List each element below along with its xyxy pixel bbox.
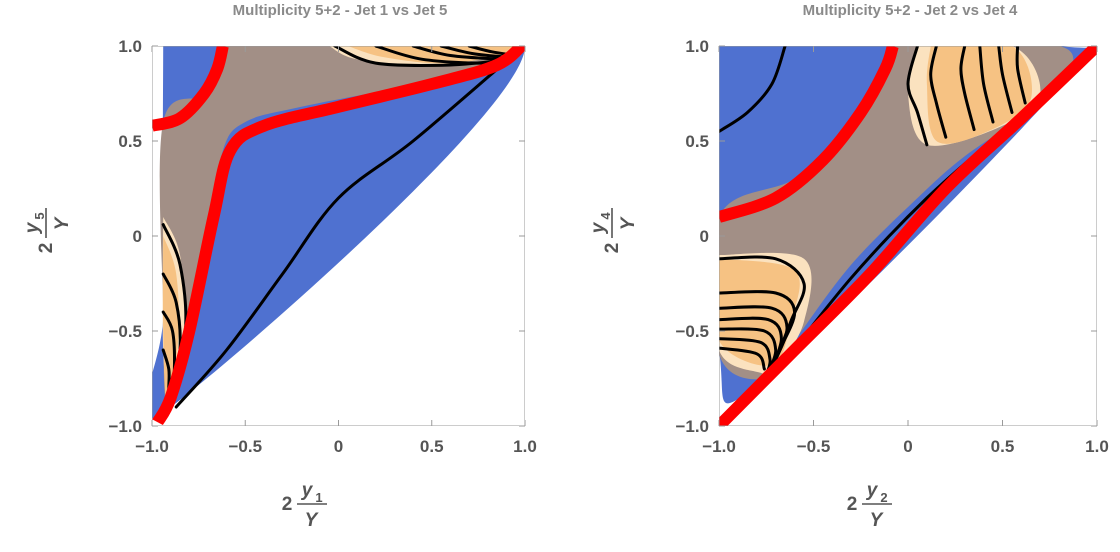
y-ticks: −1.0 −0.5 0 0.5 1.0 [675,37,1097,436]
x-tick-label: −0.5 [797,437,831,456]
y-axis-label-factor: 2 [36,243,57,254]
y-axis-label-numerator: y [588,221,609,234]
contour-line [978,46,995,124]
x-axis-label-factor: 2 [847,494,858,515]
contour-line [719,316,783,375]
x-axis-label-subscript: 2 [880,490,887,505]
y-tick-label: −0.5 [675,322,709,341]
y-tick-label: 1.0 [118,37,142,56]
panel-title: Multiplicity 5+2 - Jet 1 vs Jet 5 [233,2,448,19]
red-curves [719,46,1097,426]
x-tick-label: 1.0 [1085,437,1109,456]
x-axis-label-denominator: Y [870,510,885,531]
contour-line [719,46,787,133]
plot-area [719,46,1097,426]
red-curve [719,46,899,223]
y-axis-label-denominator: Y [52,215,73,230]
x-ticks: −1.0 −0.5 0 0.5 1.0 [135,46,537,456]
contour-line [411,46,505,61]
red-curve [719,46,1097,426]
contour-panel-jet1-vs-jet5: Multiplicity 5+2 - Jet 1 vs Jet 5 −1.0 −0… [22,2,537,531]
contour-line [929,46,948,139]
contour-line [997,46,1014,114]
y-axis-label-numerator: y [22,221,43,234]
contour-line [719,327,778,375]
x-ticks: −1.0 −0.5 0 0.5 1.0 [702,46,1109,456]
y-axis-label-subscript: 5 [32,212,47,219]
contour-line [174,59,508,409]
x-axis-label-numerator: y [866,480,879,501]
region-orange [926,46,1032,144]
x-tick-label: 0 [903,437,912,456]
x-tick-label: 0.5 [991,437,1015,456]
red-curve [152,46,525,426]
y-tick-label: −1.0 [108,417,142,436]
y-axis-label: 2 y 4 Y [588,208,639,253]
red-curves [152,46,525,426]
contour-panel-jet2-vs-jet4: Multiplicity 5+2 - Jet 2 vs Jet 4 −1.0 −0… [588,2,1109,531]
x-axis-label-subscript: 1 [315,490,322,505]
x-tick-label: −0.5 [228,437,262,456]
contour-line [1015,46,1027,105]
y-axis-label-denominator: Y [618,215,639,230]
regions [152,46,525,419]
x-axis-label-numerator: y [301,480,314,501]
y-tick-label: 1.0 [685,37,709,56]
red-curve [152,46,229,132]
x-axis-label-denominator: Y [305,510,320,531]
x-axis-label-factor: 2 [282,494,293,515]
y-tick-label: 0.5 [118,132,142,151]
x-tick-label: 0 [334,437,343,456]
y-axis-label-subscript: 4 [598,212,613,220]
y-tick-label: 0 [700,227,709,246]
contour-line [959,46,976,132]
x-axis-label: 2 y 1 Y [282,480,327,531]
x-tick-label: −1.0 [135,437,169,456]
x-tick-label: 0.5 [420,437,444,456]
contour-line [906,46,929,147]
x-axis-label: 2 y 2 Y [847,480,892,531]
y-tick-label: −0.5 [108,322,142,341]
panel-title: Multiplicity 5+2 - Jet 2 vs Jet 4 [803,2,1018,19]
y-axis-label: 2 y 5 Y [22,208,73,253]
y-axis-label-factor: 2 [602,243,623,254]
plot-area [152,46,525,426]
contour-line [719,346,766,371]
y-tick-label: 0 [133,227,142,246]
y-tick-label: 0.5 [685,132,709,151]
y-tick-label: −1.0 [675,417,709,436]
x-tick-label: 1.0 [513,437,537,456]
y-ticks: −1.0 −0.5 0 0.5 1.0 [108,37,525,436]
x-tick-label: −1.0 [702,437,736,456]
